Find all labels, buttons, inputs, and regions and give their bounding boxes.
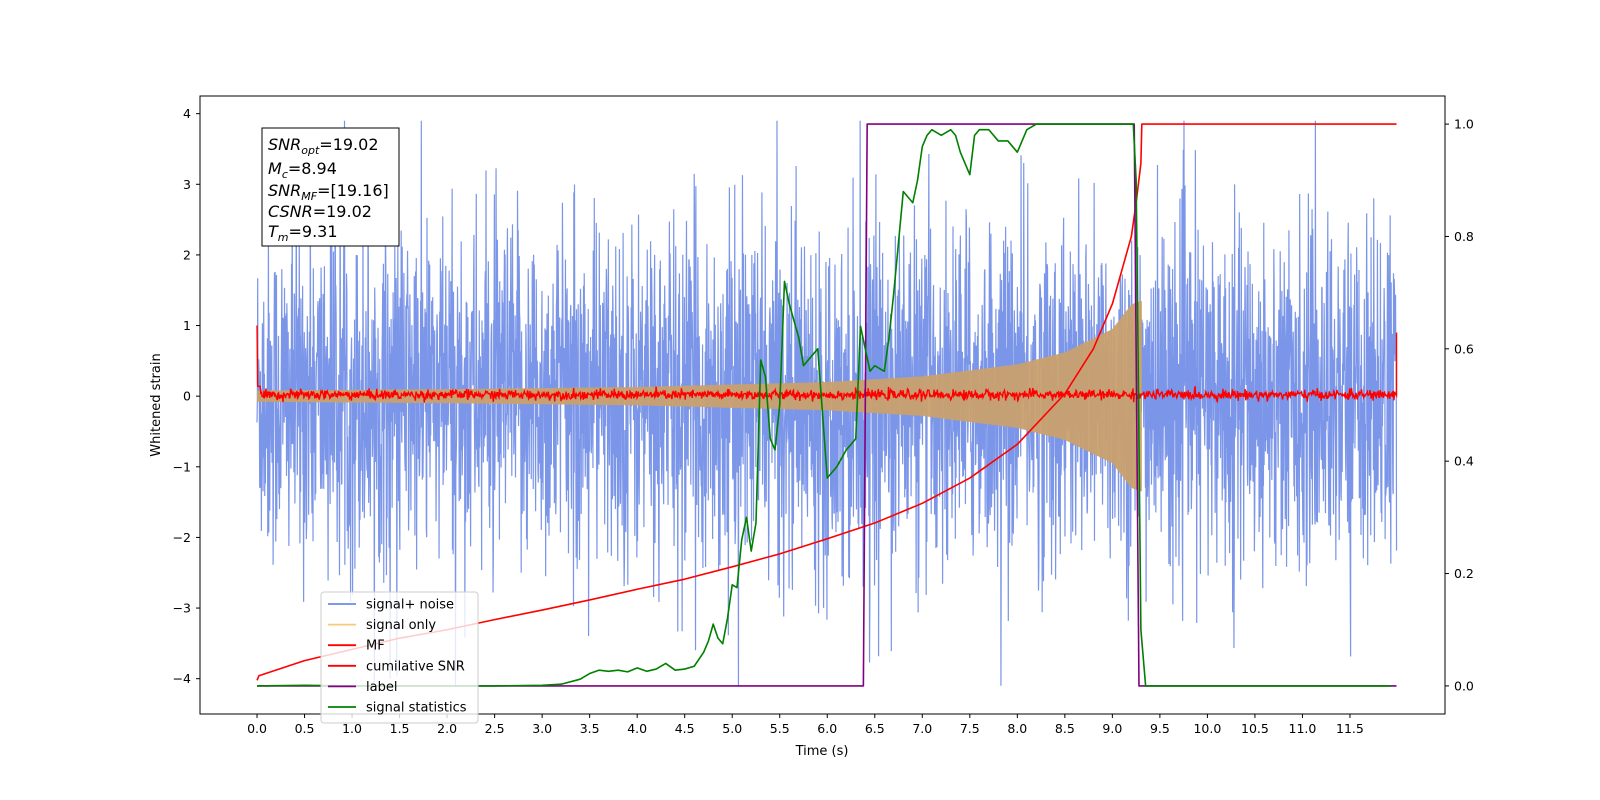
legend-label: MF xyxy=(366,639,385,654)
x-tick-label: 11.0 xyxy=(1289,721,1317,736)
y-tick-label-left: 4 xyxy=(183,106,191,121)
x-tick-label: 7.5 xyxy=(960,721,980,736)
x-tick-label: 11.5 xyxy=(1336,721,1364,736)
legend-frame xyxy=(320,591,479,724)
y-tick-label-left: −4 xyxy=(173,671,191,686)
x-axis-label: Time (s) xyxy=(795,744,849,759)
annotation-csnr: CSNR=19.02 xyxy=(268,202,372,221)
y-tick-label-left: −1 xyxy=(173,459,191,474)
y-tick-label-left: 0 xyxy=(183,389,191,404)
axes: 0.0 0.5 1.0 1.5 2.0 2.5 3.0 3.5 4.0 4.5 5.0 5.5 6.0 6… xyxy=(173,106,1474,736)
y-tick-label-right: 0.0 xyxy=(1454,678,1474,693)
y-tick-label-left: 1 xyxy=(183,318,191,333)
y-tick-label-left: 2 xyxy=(183,247,191,262)
x-tick-label: 9.0 xyxy=(1102,721,1122,736)
x-tick-label: 4.5 xyxy=(675,721,695,736)
series-signal-statistics xyxy=(257,123,1391,687)
legend-label: label xyxy=(366,680,397,695)
y-tick-label-left: −3 xyxy=(173,601,191,616)
x-tick-label: 2.5 xyxy=(485,721,505,736)
x-tick-label: 6.5 xyxy=(865,721,885,736)
annotation-mc: Mc=8.94 xyxy=(268,159,337,181)
x-tick-label: 2.0 xyxy=(437,721,457,736)
x-tick-label: 7.0 xyxy=(912,721,932,736)
series-signal-only xyxy=(257,300,1142,492)
x-tick-label: 0.0 xyxy=(247,721,267,736)
x-tick-label: 10.0 xyxy=(1193,721,1221,736)
x-tick-label: 8.0 xyxy=(1007,721,1027,736)
legend-label: signal statistics xyxy=(366,701,467,716)
x-tick-label: 3.0 xyxy=(532,721,552,736)
legend: signal+ noise signal only MF cumilative SNR… xyxy=(320,591,479,724)
x-tick-label: 3.5 xyxy=(580,721,600,736)
annotation-snr-opt: SNRopt=19.02 xyxy=(268,135,379,157)
x-tick-label: 0.5 xyxy=(295,721,315,736)
legend-label: signal only xyxy=(366,618,436,633)
annotation-box: SNRopt=19.02 Mc=8.94 SNRMF=[19.16] CSNR=… xyxy=(261,127,400,247)
x-tick-label: 1.0 xyxy=(342,721,362,736)
y-tick-label-right: 0.2 xyxy=(1454,566,1474,581)
x-tick-label: 5.0 xyxy=(722,721,742,736)
y-tick-label-right: 0.6 xyxy=(1454,341,1474,356)
x-tick-label: 9.5 xyxy=(1150,721,1170,736)
annotation-tm: Tm=9.31 xyxy=(268,222,338,244)
y-tick-label-left: −2 xyxy=(173,530,191,545)
x-tick-label: 5.5 xyxy=(770,721,790,736)
x-tick-label: 4.0 xyxy=(627,721,647,736)
x-tick-label: 8.5 xyxy=(1055,721,1075,736)
y-tick-label-right: 0.8 xyxy=(1454,229,1474,244)
y-tick-label-left: 3 xyxy=(183,177,191,192)
x-tick-label: 6.0 xyxy=(817,721,837,736)
y-axis-label: Whitened strain xyxy=(149,353,164,456)
y-tick-label-right: 0.4 xyxy=(1454,454,1474,469)
x-tick-label: 1.5 xyxy=(390,721,410,736)
y-tick-label-right: 1.0 xyxy=(1454,117,1474,132)
annotation-snr-mf: SNRMF=[19.16] xyxy=(268,181,389,203)
axes-frame xyxy=(199,95,1446,715)
legend-label: cumilative SNR xyxy=(366,659,465,674)
series-signal-noise xyxy=(256,120,1398,686)
series-mf xyxy=(256,325,1398,404)
legend-label: signal+ noise xyxy=(366,598,454,613)
annotation-frame xyxy=(261,127,400,247)
x-tick-label: 10.5 xyxy=(1241,721,1269,736)
